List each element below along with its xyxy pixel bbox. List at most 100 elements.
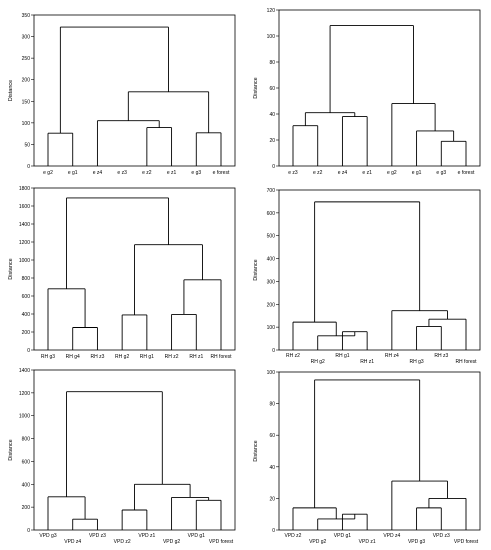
dendrogram-panel-5: 0 200 400 600 800 1000 1200 1400 Distance VPD g3 V… <box>8 368 236 545</box>
y-tick-label: 120 <box>267 8 276 14</box>
leaf-label: e g1 <box>68 170 78 176</box>
leaf-label: e z2 <box>313 170 323 176</box>
leaf-label: RH g1 <box>335 353 349 359</box>
y-tick-label: 300 <box>22 35 31 41</box>
y-tick-label: 1400 <box>19 222 30 228</box>
plot-frame <box>278 189 481 351</box>
leaf-label: e z3 <box>288 170 298 176</box>
y-tick-label: 1800 <box>19 186 30 192</box>
y-tick-label: 0 <box>27 348 30 354</box>
y-tick-label: 1200 <box>19 240 30 246</box>
y-tick-label: 0 <box>272 164 275 170</box>
dendrogram-panel-2: 0 20 40 60 80 100 120 Distance e z3 e z2 e z4 e z1 e… <box>253 8 481 176</box>
leaf-label: RH z3 <box>90 354 104 360</box>
y-tick-label: 200 <box>267 302 276 308</box>
y-tick-label: 200 <box>22 330 31 336</box>
leaf-label: e g3 <box>191 170 201 176</box>
dendrogram-panel-4: 0 100 200 300 400 500 600 700 Distance RH z2 RH g2… <box>253 188 481 365</box>
leaf-label: e g1 <box>412 170 422 176</box>
y-axis-label: Distance <box>8 258 14 279</box>
leaf-label: e g3 <box>436 170 446 176</box>
leaf-label: e z4 <box>338 170 348 176</box>
leaf-label: RH g2 <box>115 354 129 360</box>
leaf-label: e z1 <box>362 170 372 176</box>
leaf-label: RH g4 <box>66 354 80 360</box>
y-axis-label: Distance <box>8 439 14 460</box>
y-tick-label: 20 <box>269 496 275 502</box>
leaf-label: RH g3 <box>41 354 55 360</box>
leaf-label: RH g2 <box>311 359 325 365</box>
plot-frame <box>33 14 236 167</box>
y-tick-label: 150 <box>22 99 31 105</box>
plot-frame <box>278 371 481 531</box>
leaf-label: VPD forest <box>454 539 479 545</box>
y-tick-label: 200 <box>22 78 31 84</box>
y-tick-label: 0 <box>272 348 275 354</box>
y-tick-label: 600 <box>22 459 31 465</box>
y-tick-label: 350 <box>22 13 31 19</box>
y-tick-label: 20 <box>269 138 275 144</box>
leaf-label: RH g3 <box>409 359 423 365</box>
leaf-label: VPD z2 <box>114 539 131 545</box>
leaf-label: RH g1 <box>140 354 154 360</box>
leaf-label: RH forest <box>210 354 232 360</box>
plot-frame <box>33 369 236 531</box>
y-tick-label: 700 <box>267 188 276 194</box>
y-tick-label: 60 <box>269 433 275 439</box>
y-axis-label: Distance <box>253 259 259 280</box>
y-tick-label: 1200 <box>19 391 30 397</box>
leaf-label: VPD g1 <box>188 533 205 539</box>
y-tick-label: 600 <box>22 294 31 300</box>
y-tick-label: 1000 <box>19 414 30 420</box>
y-tick-label: 800 <box>22 437 31 443</box>
leaf-label: e g2 <box>43 170 53 176</box>
y-tick-label: 1000 <box>19 258 30 264</box>
y-tick-label: 50 <box>24 142 30 148</box>
leaf-label: VPD z1 <box>138 533 155 539</box>
leaf-label: VPD g2 <box>163 539 180 545</box>
y-axis-label: Distance <box>253 77 259 98</box>
leaf-label: e z4 <box>93 170 103 176</box>
leaf-label: VPD g2 <box>309 539 326 545</box>
y-tick-label: 0 <box>27 528 30 534</box>
y-tick-label: 40 <box>269 465 275 471</box>
leaf-label: VPD g3 <box>39 533 56 539</box>
leaf-label: VPD z3 <box>89 533 106 539</box>
leaf-label: VPD z1 <box>359 539 376 545</box>
leaf-label: VPD g3 <box>408 539 425 545</box>
leaf-label: e g2 <box>387 170 397 176</box>
leaf-label: RH forest <box>455 359 477 365</box>
y-tick-label: 800 <box>22 276 31 282</box>
y-tick-label: 40 <box>269 112 275 118</box>
y-tick-label: 1600 <box>19 204 30 210</box>
leaf-label: VPD forest <box>209 539 234 545</box>
leaf-label: VPD z4 <box>383 533 400 539</box>
leaf-label: VPD z2 <box>285 533 302 539</box>
leaf-label: RH z3 <box>434 353 448 359</box>
y-tick-label: 80 <box>269 60 275 66</box>
leaf-label: RH z1 <box>360 359 374 365</box>
y-tick-label: 100 <box>22 121 31 127</box>
leaf-label: VPD g1 <box>334 533 351 539</box>
leaf-label: RH z4 <box>385 353 399 359</box>
y-tick-label: 60 <box>269 86 275 92</box>
y-tick-label: 250 <box>22 56 31 62</box>
y-axis-label: Distance <box>253 440 259 461</box>
y-tick-label: 100 <box>267 34 276 40</box>
leaf-label: RH z2 <box>286 353 300 359</box>
leaf-label: e z1 <box>167 170 177 176</box>
y-tick-label: 300 <box>267 279 276 285</box>
plot-frame <box>278 9 481 167</box>
leaf-label: e z3 <box>117 170 127 176</box>
y-tick-label: 0 <box>27 164 30 170</box>
y-tick-label: 100 <box>267 370 276 376</box>
y-tick-label: 100 <box>267 325 276 331</box>
leaf-label: e forest <box>213 170 230 176</box>
dendrogram-panel-3: 0 200 400 600 800 1000 1200 1400 1600 1800 Distanc… <box>8 186 236 360</box>
leaf-label: VPD z4 <box>64 539 81 545</box>
y-tick-label: 400 <box>267 257 276 263</box>
y-tick-label: 200 <box>22 505 31 511</box>
y-tick-label: 1400 <box>19 368 30 374</box>
leaf-label: VPD z3 <box>433 533 450 539</box>
